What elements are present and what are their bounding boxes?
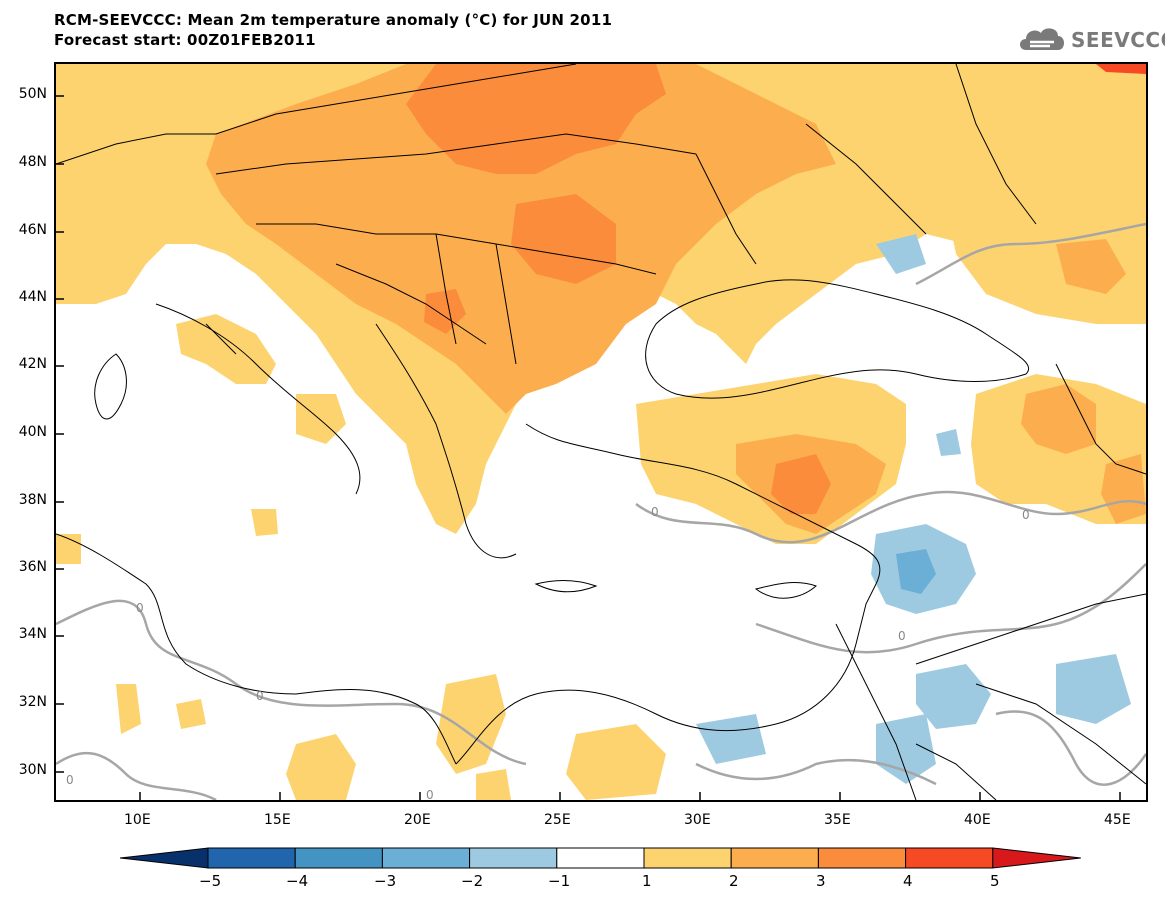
colorbar-label: −3 <box>374 872 397 890</box>
lon-tick-label: 20E <box>404 812 431 828</box>
colorbar-label: 2 <box>729 872 739 890</box>
lat-tick-label: 42N <box>18 356 47 372</box>
lat-tick-label: 48N <box>18 154 47 170</box>
contour-label: 0 <box>256 689 264 703</box>
anomaly-map: 0 0 0 0 0 0 0 <box>56 64 1146 800</box>
colorbar-label: −1 <box>548 872 571 890</box>
colorbar-label: 1 <box>642 872 652 890</box>
map-title: RCM-SEEVCCC: Mean 2m temperature anomaly… <box>54 11 613 29</box>
contour-label: 0 <box>426 788 434 800</box>
lat-tick-label: 50N <box>18 86 47 102</box>
map-subtitle: Forecast start: 00Z01FEB2011 <box>54 31 316 49</box>
colorbar-segment <box>905 847 994 869</box>
coastlines <box>56 64 1146 800</box>
logo-text: SEEVCCC <box>1071 28 1165 52</box>
lat-tick-label: 32N <box>18 694 47 710</box>
axis-ticks <box>56 95 1121 800</box>
lon-tick-label: 15E <box>264 812 291 828</box>
colorbar-segment <box>207 847 296 869</box>
anomaly-3-4-fill <box>406 64 831 514</box>
lon-tick-label: 40E <box>964 812 991 828</box>
colorbar-segment <box>381 847 471 869</box>
lat-tick-label: 36N <box>18 559 47 575</box>
lon-tick-label: 45E <box>1104 812 1131 828</box>
contour-label: 0 <box>136 601 144 615</box>
seevccc-logo: SEEVCCC <box>1016 22 1165 56</box>
colorbar-extend-low <box>120 847 209 869</box>
contour-label: 0 <box>651 505 659 519</box>
contour-label: 0 <box>66 773 74 787</box>
contour-label: 0 <box>898 629 906 643</box>
colorbar-segment <box>556 847 645 869</box>
map-frame: 0 0 0 0 0 0 0 <box>54 62 1148 802</box>
lon-tick-label: 35E <box>824 812 851 828</box>
lat-tick-label: 46N <box>18 222 47 238</box>
contour-labels: 0 0 0 0 0 0 0 <box>66 505 1030 800</box>
colorbar-label: 4 <box>903 872 913 890</box>
anomaly-4-5-fill <box>1096 64 1146 74</box>
colorbar-segment <box>469 847 558 869</box>
colorbar-extend-high <box>992 847 1081 869</box>
lon-tick-label: 10E <box>124 812 151 828</box>
lat-tick-label: 30N <box>18 762 47 778</box>
lon-tick-label: 30E <box>684 812 711 828</box>
colorbar-label: 5 <box>990 872 1000 890</box>
lat-tick-label: 44N <box>18 289 47 305</box>
colorbar-segment <box>294 847 383 869</box>
lon-tick-label: 25E <box>544 812 571 828</box>
colorbar-label: −2 <box>461 872 484 890</box>
cloud-icon <box>1020 28 1064 50</box>
colorbar-segment <box>643 847 732 869</box>
anomaly-neg-fill <box>696 234 1131 784</box>
lat-tick-label: 40N <box>18 424 47 440</box>
title-block: RCM-SEEVCCC: Mean 2m temperature anomaly… <box>54 10 612 50</box>
lat-tick-label: 38N <box>18 492 47 508</box>
colorbar-segment <box>817 847 907 869</box>
colorbar <box>120 847 1081 869</box>
contour-label: 0 <box>1022 508 1030 522</box>
colorbar-segment <box>730 847 819 869</box>
colorbar-label: −4 <box>286 872 309 890</box>
colorbar-label: 3 <box>816 872 826 890</box>
colorbar-label: −5 <box>199 872 222 890</box>
lat-tick-label: 34N <box>18 626 47 642</box>
